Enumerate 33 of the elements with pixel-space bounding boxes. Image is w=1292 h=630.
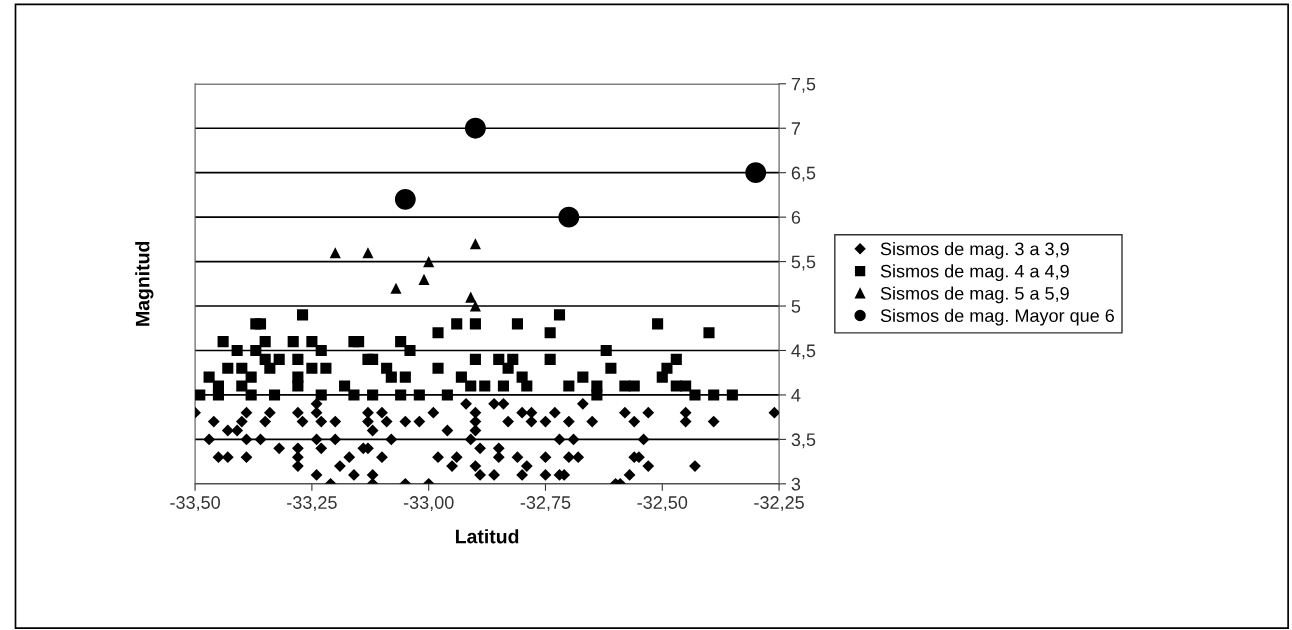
y-tick-label: 5,5 bbox=[791, 255, 816, 271]
x-tick-label: -33,00 bbox=[403, 496, 454, 512]
y-tick-label: 7 bbox=[791, 122, 801, 135]
point bbox=[390, 282, 402, 294]
x-tick-label: -33,25 bbox=[287, 496, 337, 512]
y-tick-label: 4,5 bbox=[791, 344, 816, 360]
point bbox=[558, 206, 580, 228]
x-tick-label: -32,50 bbox=[637, 496, 688, 512]
x-axis-title: Latitud bbox=[455, 529, 519, 544]
x-tick-label: -32,25 bbox=[754, 496, 804, 512]
point bbox=[469, 300, 481, 312]
point bbox=[394, 188, 416, 210]
y-tick-label: 5 bbox=[791, 300, 801, 313]
y-tick-label: 6,5 bbox=[791, 166, 816, 182]
x-tick-label: -32,75 bbox=[520, 496, 571, 512]
point bbox=[469, 238, 481, 250]
legend-label: Sismos de mag. Mayor que 6 bbox=[880, 308, 1114, 326]
y-tick-label: 4 bbox=[791, 389, 801, 402]
y-axis-title: Magnitud bbox=[135, 241, 154, 326]
y-tick-label: 6 bbox=[791, 211, 801, 224]
y-tick-label: 7,5 bbox=[791, 77, 816, 93]
legend-label: Sismos de mag. 5 a 5,9 bbox=[880, 286, 1069, 304]
x-tick-label: -33,50 bbox=[170, 496, 220, 512]
point bbox=[465, 291, 477, 303]
point bbox=[464, 117, 486, 139]
point bbox=[362, 247, 374, 259]
y-tick-label: 3,5 bbox=[791, 433, 816, 449]
point bbox=[745, 162, 767, 184]
legend-label: Sismos de mag. 4 a 4,9 bbox=[880, 264, 1069, 282]
legend-label: Sismos de mag. 3 a 3,9 bbox=[880, 242, 1069, 259]
point bbox=[423, 256, 435, 268]
point bbox=[418, 273, 430, 285]
y-tick-label: 3 bbox=[791, 477, 801, 491]
